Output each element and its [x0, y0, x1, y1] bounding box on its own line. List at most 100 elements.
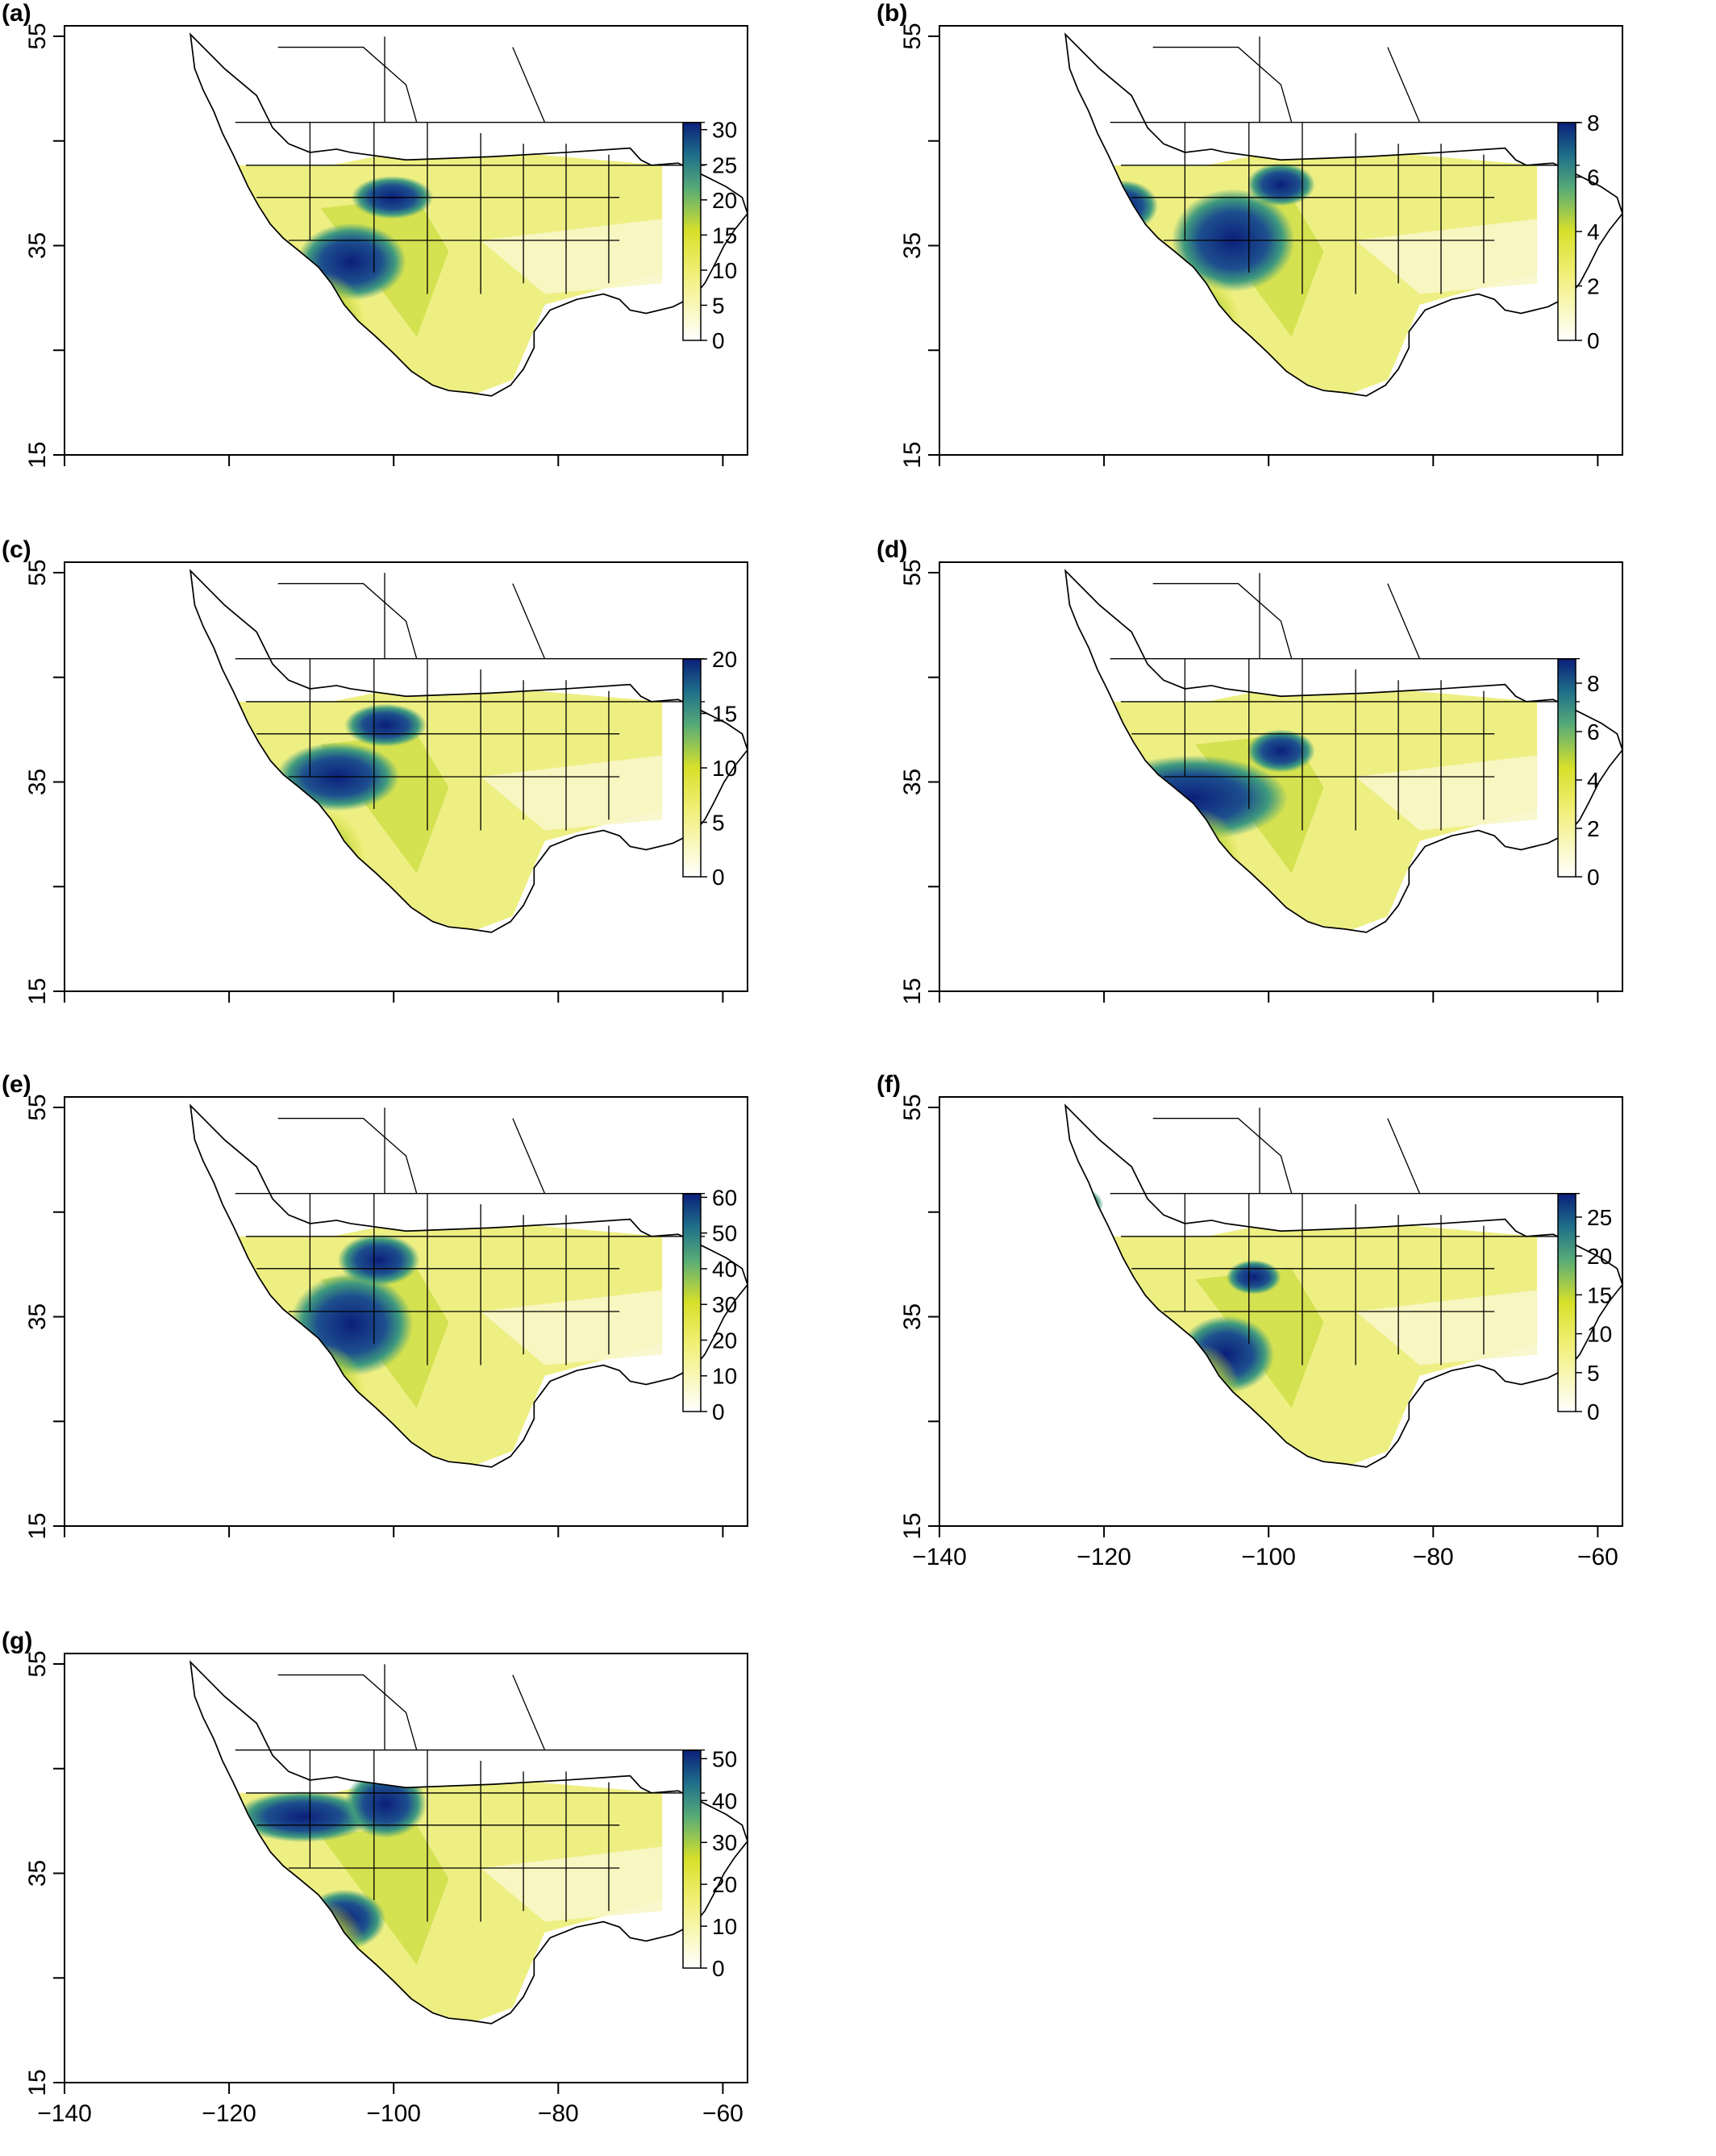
range-fill-east — [481, 219, 663, 294]
colorbar-label: 15 — [712, 702, 737, 727]
colorbar-ramp — [682, 1749, 702, 1969]
y-tick-label: 15 — [899, 978, 926, 1004]
colorbar-label: 20 — [712, 188, 737, 213]
hotspot — [344, 1769, 427, 1838]
mexico-range — [281, 808, 367, 916]
hotspot — [344, 703, 427, 747]
y-tick-label: 15 — [24, 978, 51, 1004]
coastline — [190, 1104, 748, 1468]
colorbar-label: 4 — [1587, 219, 1600, 244]
colorbar-label: 0 — [1587, 328, 1600, 353]
hotspot — [235, 1791, 373, 1843]
colorbar-label: 10 — [712, 258, 737, 283]
colorbar-label: 6 — [1587, 165, 1600, 190]
mexico-range — [1156, 272, 1242, 380]
range-fill-east — [481, 755, 663, 831]
x-tick-label: −120 — [1077, 1544, 1131, 1570]
range-fill-east — [481, 1846, 663, 1922]
x-tick-label: −80 — [538, 2100, 579, 2127]
state-border — [512, 47, 546, 123]
panel-label: (f) — [877, 1071, 901, 1098]
x-tick-label: −60 — [702, 2100, 743, 2127]
colorbar-label: 20 — [712, 1872, 737, 1897]
colorbar: 0 5 10 15 20 — [682, 647, 737, 890]
colorbar-ramp — [682, 122, 702, 341]
hotspot — [1247, 163, 1315, 206]
colorbar: 0 10 20 30 40 50 — [682, 1746, 737, 1981]
y-tick-label: 35 — [24, 232, 51, 259]
y-tick-label: 35 — [24, 1860, 51, 1887]
colorbar-label: 2 — [1587, 816, 1600, 841]
colorbar-ramp — [1557, 658, 1576, 878]
panel-label: (e) — [2, 1071, 31, 1098]
colorbar-label: 30 — [712, 1830, 737, 1855]
mexico-range — [281, 1343, 367, 1451]
colorbar-label: 50 — [712, 1746, 737, 1771]
colorbar-label: 40 — [712, 1257, 737, 1282]
y-tick-label: 15 — [899, 441, 926, 468]
hotspot — [337, 1234, 420, 1287]
state-border — [1152, 1117, 1293, 1194]
panels-layer: (a)153555051015202530(b)15355502468(c)15… — [2, 0, 1623, 2127]
y-tick-label: 55 — [899, 1094, 926, 1120]
state-border — [277, 1674, 418, 1750]
y-tick-label: 55 — [24, 559, 51, 586]
y-tick-label: 35 — [24, 1303, 51, 1330]
y-tick-label: 35 — [899, 232, 926, 259]
colorbar-label: 8 — [1587, 111, 1600, 136]
plot-frame — [939, 1096, 1623, 1527]
map-panel-a: (a) 15 35 55 0 5 10 15 20 25 30 — [2, 0, 748, 469]
y-tick-label: 55 — [899, 559, 926, 586]
colorbar-label: 30 — [712, 1292, 737, 1317]
mexico-range — [281, 272, 367, 380]
colorbar-label: 15 — [712, 223, 737, 248]
coastline — [190, 33, 748, 397]
range-fill-east — [1356, 219, 1538, 294]
map-panel-f: (f) 15 35 55 −140 −120 −100 −80 −60 0 5 10 15 20 25 — [877, 1071, 1623, 1570]
state-border — [1387, 583, 1421, 659]
y-tick-label: 35 — [899, 1303, 926, 1330]
colorbar-label: 25 — [712, 152, 737, 177]
colorbar-label: 25 — [1587, 1205, 1612, 1230]
panel-label: (b) — [877, 0, 907, 27]
state-border — [1387, 1118, 1421, 1194]
plot-frame — [64, 1653, 748, 2083]
colorbar: 0 5 10 15 20 25 — [1557, 1193, 1612, 1424]
colorbar-label: 60 — [712, 1185, 737, 1210]
plot-frame — [939, 561, 1623, 992]
state-border — [512, 1674, 546, 1750]
state-border — [1387, 47, 1421, 123]
mexico-range — [281, 1900, 367, 2008]
colorbar-label: 0 — [1587, 1399, 1600, 1424]
y-tick-label: 55 — [899, 23, 926, 49]
colorbar-ramp — [1557, 1193, 1576, 1412]
y-tick-label: 15 — [899, 1512, 926, 1539]
map-panel-g: (g) 15 35 55 −140 −120 −100 −80 −60 0 10 20 30 40 50 — [2, 1628, 748, 2127]
y-tick-label: 15 — [24, 1512, 51, 1539]
state-border — [1152, 582, 1293, 659]
plot-frame — [64, 561, 748, 992]
state-border — [277, 1117, 418, 1194]
colorbar-ramp — [1557, 122, 1576, 341]
colorbar-label: 4 — [1587, 768, 1600, 793]
map-panel-d: (d) 15 35 55 0 2 4 6 8 — [877, 536, 1623, 1005]
colorbar: 0 5 10 15 20 25 30 — [682, 118, 737, 353]
colorbar-label: 0 — [712, 328, 725, 353]
mexico-range — [1156, 1343, 1242, 1451]
colorbar-label: 5 — [712, 811, 725, 836]
hotspot — [1226, 1260, 1281, 1295]
colorbar-label: 6 — [1587, 719, 1600, 744]
coastline — [1064, 569, 1623, 933]
colorbar-label: 2 — [1587, 274, 1600, 299]
x-tick-label: −140 — [912, 1544, 967, 1570]
coastline — [1064, 1104, 1623, 1468]
colorbar-label: 20 — [1587, 1244, 1612, 1269]
hotspot — [1068, 772, 1152, 824]
colorbar-label: 8 — [1587, 671, 1600, 696]
plot-frame — [64, 1096, 748, 1527]
hotspot — [1096, 755, 1288, 841]
mexico-range — [1156, 808, 1242, 916]
x-tick-label: −60 — [1577, 1544, 1618, 1570]
y-tick-label: 55 — [24, 23, 51, 49]
